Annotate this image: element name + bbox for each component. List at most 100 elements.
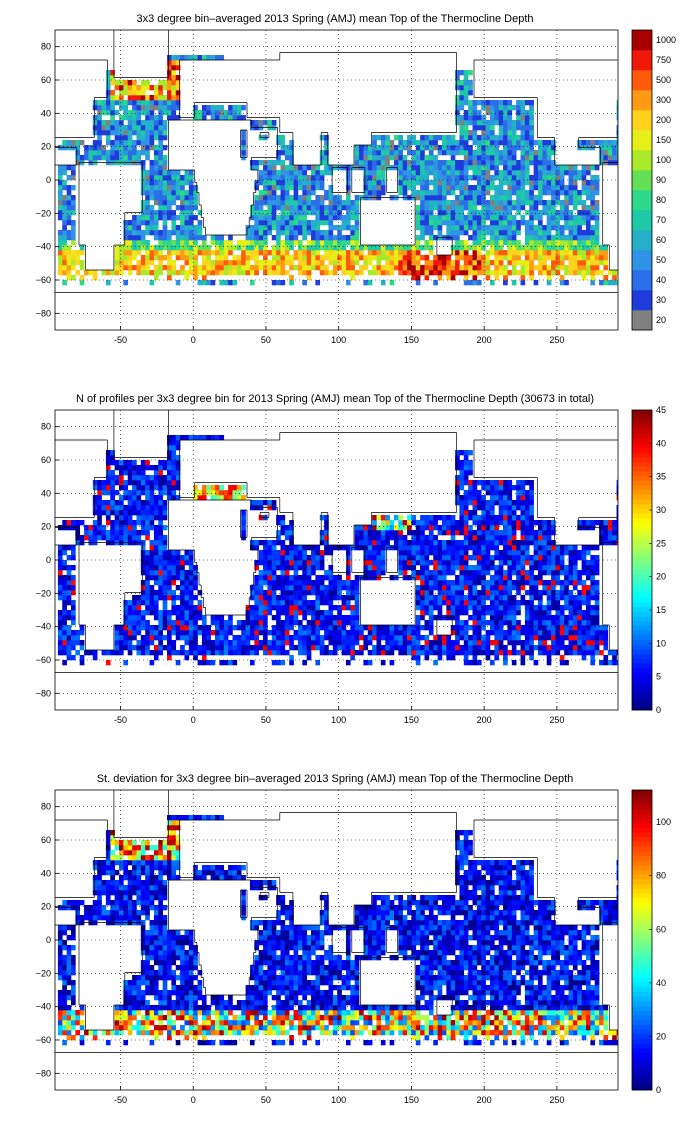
heatmap-cell	[437, 540, 443, 546]
heatmap-cell	[158, 255, 163, 261]
heatmap-cell	[542, 255, 548, 261]
heatmap-cell	[254, 250, 259, 256]
heatmap-cell	[476, 570, 482, 576]
heatmap-cell	[524, 630, 530, 636]
heatmap-cell	[153, 115, 159, 121]
heatmap-cell	[529, 595, 534, 601]
heatmap-cell	[245, 260, 251, 266]
heatmap-cell	[503, 115, 508, 121]
heatmap-cell	[498, 625, 504, 631]
heatmap-cell	[75, 260, 81, 266]
heatmap-cell	[481, 580, 486, 586]
heatmap-cell	[263, 210, 268, 216]
heatmap-cell	[555, 605, 561, 611]
heatmap-cell	[407, 540, 412, 546]
heatmap-cell	[572, 605, 578, 611]
heatmap-cell	[345, 615, 351, 621]
heatmap-cell	[581, 250, 587, 256]
heatmap-cell	[315, 255, 321, 261]
heatmap-cell	[267, 185, 273, 191]
heatmap-cell	[428, 645, 434, 651]
heatmap-cell	[559, 580, 565, 586]
heatmap-cell	[284, 555, 290, 561]
heatmap-cell	[75, 270, 81, 276]
heatmap-cell	[542, 230, 548, 236]
heatmap-cell	[507, 215, 513, 221]
heatmap-cell	[75, 150, 81, 156]
heatmap-cell	[446, 580, 452, 586]
heatmap-cell	[136, 605, 142, 611]
heatmap-cell	[415, 160, 421, 166]
heatmap-cell	[75, 255, 81, 261]
heatmap-cell	[127, 265, 133, 271]
heatmap-cell	[219, 245, 225, 251]
heatmap-cell	[503, 600, 508, 606]
heatmap-cell	[127, 220, 133, 226]
heatmap-cell	[123, 145, 129, 151]
heatmap-cell	[241, 645, 246, 651]
heatmap-cell	[167, 580, 172, 586]
heatmap-cell	[350, 200, 355, 206]
heatmap-cell	[62, 660, 67, 666]
heatmap-cell	[145, 585, 150, 591]
heatmap-cell	[324, 615, 329, 621]
heatmap-cell	[428, 235, 434, 241]
heatmap-cell	[572, 640, 578, 646]
heatmap-cell	[167, 630, 172, 636]
heatmap-cell	[529, 195, 534, 201]
heatmap-cell	[455, 235, 460, 241]
heatmap-cell	[345, 260, 351, 266]
heatmap-cell	[581, 595, 587, 601]
heatmap-cell	[485, 105, 491, 111]
heatmap-cell	[276, 280, 281, 286]
heatmap-cell	[389, 630, 395, 636]
heatmap-cell	[92, 140, 98, 146]
heatmap-cell	[594, 250, 600, 256]
heatmap-cell	[476, 210, 482, 216]
heatmap-cell	[551, 585, 556, 591]
heatmap-cell	[267, 260, 273, 266]
heatmap-cell	[441, 540, 447, 546]
heatmap-cell	[503, 655, 508, 661]
heatmap-cell	[533, 180, 539, 186]
heatmap-cell	[167, 260, 172, 266]
heatmap-cell	[280, 270, 286, 276]
heatmap-cell	[149, 165, 155, 171]
heatmap-cell	[524, 625, 530, 631]
heatmap-cell	[302, 600, 307, 606]
heatmap-cell	[568, 245, 574, 251]
heatmap-cell	[507, 595, 513, 601]
heatmap-cell	[441, 255, 447, 261]
heatmap-cell	[114, 630, 120, 636]
heatmap-cell	[415, 140, 421, 146]
heatmap-cell	[529, 580, 534, 586]
heatmap-cell	[603, 140, 609, 146]
heatmap-cell	[249, 280, 255, 286]
heatmap-cell	[136, 230, 142, 236]
heatmap-cell	[581, 140, 587, 146]
heatmap-cell	[572, 565, 578, 571]
heatmap-cell	[367, 155, 373, 161]
heatmap-cell	[459, 135, 465, 141]
heatmap-cell	[210, 240, 216, 246]
heatmap-cell	[188, 195, 194, 201]
heatmap-cell	[254, 605, 259, 611]
heatmap-cell	[254, 160, 259, 166]
heatmap-cell	[450, 565, 456, 571]
heatmap-cell	[551, 225, 556, 231]
heatmap-cell	[372, 550, 377, 556]
heatmap-cell	[341, 595, 347, 601]
heatmap-cell	[551, 635, 556, 641]
heatmap-cell	[551, 220, 556, 226]
heatmap-cell	[254, 625, 259, 631]
heatmap-cell	[428, 245, 434, 251]
heatmap-cell	[149, 130, 155, 136]
heatmap-cell	[280, 255, 286, 261]
heatmap-cell	[411, 190, 417, 196]
heatmap-cell	[481, 610, 486, 616]
heatmap-cell	[529, 110, 534, 116]
heatmap-cell	[459, 95, 465, 101]
heatmap-cell	[158, 270, 163, 276]
heatmap-cell	[420, 270, 425, 276]
